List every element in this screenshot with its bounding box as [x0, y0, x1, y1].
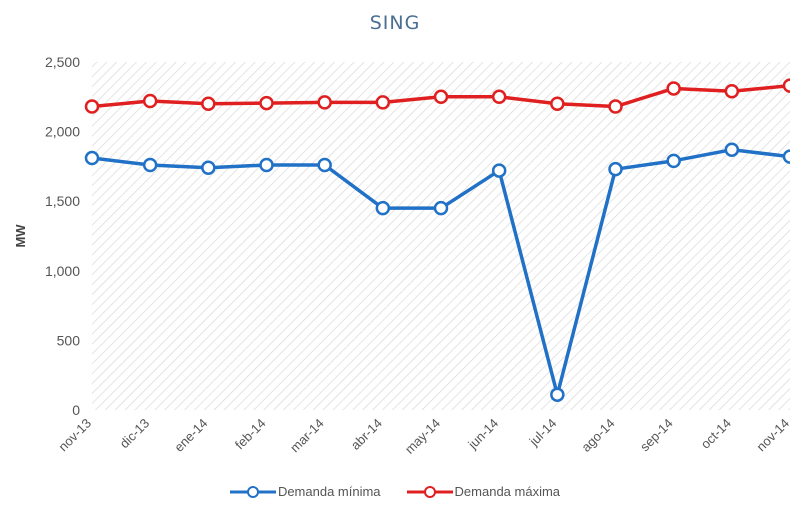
data-point[interactable]	[433, 89, 449, 105]
x-tick-label: jun-14	[464, 416, 501, 453]
data-point[interactable]	[201, 160, 216, 176]
x-tick-label: feb-14	[232, 416, 269, 453]
x-tick-label: nov-14	[753, 416, 790, 455]
y-tick-label: 2,500	[45, 54, 80, 70]
legend-label-min: Demanda mínima	[277, 484, 381, 499]
data-point[interactable]	[142, 93, 158, 109]
legend-swatch-min-icon	[229, 485, 276, 498]
data-point[interactable]	[666, 153, 681, 169]
legend-item-min[interactable]: Demanda mínima	[229, 484, 381, 499]
data-point[interactable]	[375, 200, 391, 216]
data-point[interactable]	[84, 150, 100, 166]
data-point[interactable]	[375, 95, 391, 110]
x-tick-label: dic-13	[117, 416, 153, 452]
x-tick-label: abr-14	[348, 416, 385, 453]
data-point[interactable]	[201, 96, 216, 112]
legend-item-max[interactable]: Demanda máxima	[406, 484, 561, 499]
x-tick-label: may-14	[402, 416, 443, 457]
x-tick-label: oct-14	[698, 416, 734, 452]
data-point[interactable]	[608, 161, 623, 177]
y-tick-label: 2,000	[45, 124, 80, 140]
data-point[interactable]	[84, 99, 100, 114]
data-point[interactable]	[666, 81, 681, 96]
x-tick-label: sep-14	[637, 416, 676, 455]
data-point[interactable]	[550, 387, 565, 402]
data-point[interactable]	[317, 95, 332, 110]
data-point[interactable]	[259, 157, 274, 173]
data-point[interactable]	[782, 149, 790, 164]
data-point[interactable]	[259, 95, 274, 111]
x-tick-label: ago-14	[578, 416, 617, 455]
x-tick-label: mar-14	[287, 416, 327, 456]
legend: Demanda mínima Demanda máxima	[0, 484, 790, 499]
data-point[interactable]	[491, 89, 507, 105]
x-tick-label: ene-14	[171, 416, 210, 455]
x-tick-label: nov-13	[55, 416, 94, 455]
data-point[interactable]	[550, 96, 565, 112]
data-point[interactable]	[608, 99, 623, 114]
data-point[interactable]	[142, 157, 158, 173]
legend-swatch-max-icon	[406, 485, 453, 498]
legend-label-max: Demanda máxima	[454, 484, 561, 499]
y-axis-label: MW	[13, 224, 28, 248]
data-point[interactable]	[433, 200, 449, 216]
x-tick-label: jul-14	[526, 416, 560, 450]
y-tick-label: 1,500	[45, 193, 80, 209]
data-point[interactable]	[724, 83, 740, 99]
data-point[interactable]	[317, 157, 332, 173]
data-point[interactable]	[724, 142, 740, 157]
y-tick-label: 0	[72, 402, 80, 418]
y-tick-label: 1,000	[45, 263, 80, 279]
data-point[interactable]	[491, 163, 507, 178]
plot-background	[92, 62, 790, 410]
y-tick-label: 500	[57, 332, 81, 348]
chart-title: SING	[369, 12, 421, 34]
data-point[interactable]	[782, 78, 790, 93]
